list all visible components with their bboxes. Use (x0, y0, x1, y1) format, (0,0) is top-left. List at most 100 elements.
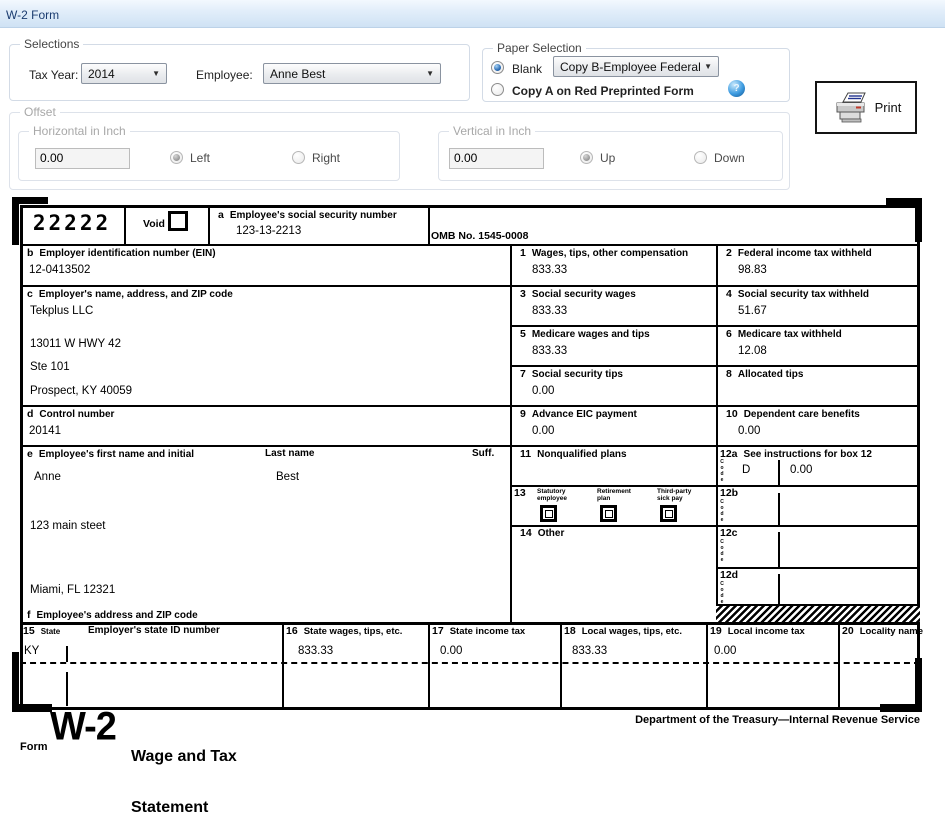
box-16-label: 16 State wages, tips, etc. (286, 625, 403, 637)
box-c-label: c Employer's name, address, and ZIP code (27, 288, 233, 300)
box-a-label: a Employee's social security number (218, 209, 397, 221)
box-12a-code: D (742, 464, 751, 476)
box-10-label: 10 Dependent care benefits (726, 408, 860, 420)
box-3-value: 833.33 (532, 305, 568, 317)
printer-icon (836, 92, 866, 122)
divider (510, 485, 920, 487)
copy-type-value: Copy B-Employee Federal (560, 59, 701, 74)
employee-street: 123 main steet (30, 520, 106, 532)
box-9-value: 0.00 (532, 425, 555, 437)
box-f-label: f Employee's address and ZIP code (27, 609, 198, 621)
box-2-value: 98.83 (738, 264, 767, 276)
box-5-value: 833.33 (532, 345, 568, 357)
copy-a-radio-label: Copy A on Red Preprinted Form (512, 84, 694, 98)
corner-mark (12, 652, 52, 712)
box-d-label: d Control number (27, 408, 115, 420)
chevron-down-icon: ▼ (704, 62, 712, 71)
box-15-label: 15 State (23, 625, 61, 637)
divider (66, 646, 68, 662)
tax-year-dropdown[interactable]: 2014 ▼ (81, 63, 167, 84)
box-12b-number: 12b (720, 487, 739, 499)
corner-mark (880, 658, 922, 712)
divider (20, 205, 920, 208)
divider (778, 574, 780, 604)
divider (510, 325, 920, 327)
employee-first-name: Anne (34, 471, 61, 483)
box-12c-code-label: Code (719, 539, 725, 563)
divider (20, 707, 920, 710)
divider (917, 205, 920, 710)
divider (778, 460, 780, 485)
form-control-code: 22222 (32, 211, 112, 235)
state-id-label: Employer's state ID number (88, 625, 220, 636)
divider (20, 662, 920, 664)
box-12a-value: 0.00 (790, 464, 813, 476)
void-checkbox (168, 211, 188, 231)
form-word: Form (20, 741, 48, 753)
box-20-label: 20 Locality name (842, 625, 924, 637)
copy-type-dropdown[interactable]: Copy B-Employee Federal ▼ (553, 56, 719, 77)
divider (20, 622, 920, 625)
divider (20, 285, 510, 287)
employer-address-2: Ste 101 (30, 361, 70, 373)
horizontal-offset-group: Horizontal in Inch 0.00 Left Right (18, 124, 400, 181)
employer-address-1: 13011 W HWY 42 (30, 338, 121, 350)
divider (706, 622, 708, 710)
blank-radio[interactable] (491, 61, 504, 74)
retirement-plan-checkbox (600, 505, 617, 522)
print-button[interactable]: Print (815, 81, 917, 134)
statutory-employee-label: Statutory employee (537, 488, 567, 502)
box-d-value: 20141 (29, 425, 61, 437)
box-12a-label: 12a See instructions for box 12 (720, 448, 872, 460)
retirement-plan-label: Retirement plan (597, 488, 631, 502)
divider (510, 285, 920, 287)
right-radio (292, 151, 305, 164)
chevron-down-icon: ▼ (152, 69, 160, 78)
divider (510, 244, 512, 622)
divider (20, 405, 920, 407)
box-8-label: 8 Allocated tips (726, 368, 804, 380)
divider (208, 205, 210, 244)
box-12c-number: 12c (720, 527, 738, 539)
divider (428, 622, 430, 710)
box-12d-code-label: Code (719, 581, 725, 605)
box-16-value: 833.33 (298, 645, 334, 657)
divider (778, 532, 780, 567)
divider (778, 493, 780, 525)
left-radio (170, 151, 183, 164)
horizontal-offset-input: 0.00 (35, 148, 130, 169)
box-1-value: 833.33 (532, 264, 568, 276)
divider (20, 244, 920, 246)
divider (838, 622, 840, 710)
box-10-value: 0.00 (738, 425, 761, 437)
box-12a-code-label: Code (719, 459, 725, 483)
tax-year-value: 2014 (88, 66, 115, 81)
employer-city: Prospect, KY 40059 (30, 385, 133, 397)
divider (66, 672, 68, 706)
help-icon[interactable]: ? (728, 80, 745, 97)
divider (20, 445, 920, 447)
tax-year-label: Tax Year: (29, 68, 79, 82)
window-title: W-2 Form (6, 8, 60, 22)
employee-city: Miami, FL 12321 (30, 584, 116, 596)
divider (20, 205, 23, 710)
box-12b-code-label: Code (719, 499, 725, 523)
vertical-offset-input: 0.00 (449, 148, 544, 169)
box-18-value: 833.33 (572, 645, 608, 657)
box-e-label: e Employee's first name and initial (27, 448, 195, 460)
window-titlebar: W-2 Form (0, 0, 945, 28)
print-button-label: Print (874, 100, 902, 115)
third-party-sick-pay-checkbox (660, 505, 677, 522)
hatched-area (716, 604, 920, 622)
w2-logo: W-2 (50, 704, 117, 750)
copy-a-radio[interactable] (491, 83, 504, 96)
box-a-value: 123-13-2213 (236, 225, 302, 237)
horizontal-offset-label: Horizontal in Inch (29, 124, 130, 138)
box-18-label: 18 Local wages, tips, etc. (564, 625, 682, 637)
divider (428, 205, 430, 244)
employee-dropdown[interactable]: Anne Best ▼ (263, 63, 441, 84)
treasury-text: Department of the Treasury—Internal Reve… (635, 714, 920, 726)
box-4-label: 4 Social security tax withheld (726, 288, 869, 300)
vertical-offset-group: Vertical in Inch 0.00 Up Down (438, 124, 783, 181)
divider (124, 205, 126, 244)
